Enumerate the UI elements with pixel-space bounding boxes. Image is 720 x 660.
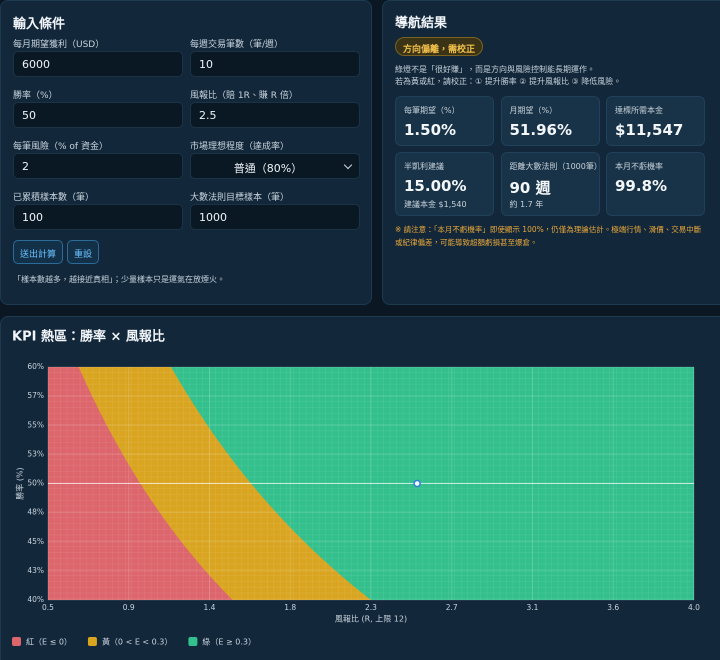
kpi-label: 半凱利建議: [404, 162, 444, 171]
panel-title: 導航結果: [395, 16, 448, 31]
warning: ※ 請注意：「本月不虧機率」即使顯示 100%，仍僅為理論估計。極端行情、滑價、…: [395, 225, 702, 234]
kpi-card: 本月不虧機率 99.8%: [606, 152, 705, 216]
y-tick-label: 55%: [27, 420, 44, 429]
text-input[interactable]: 50: [13, 102, 183, 128]
legend-label: 紅（E ≤ 0）: [26, 637, 72, 647]
x-tick-label: 2.3: [365, 603, 377, 612]
kpi-label: 本月不虧機率: [615, 162, 663, 171]
guide-text: 若為黃或紅，請校正：① 提升勝率 ② 提升風報比 ③ 降低風險。: [395, 77, 622, 86]
text-input[interactable]: 100: [13, 204, 183, 230]
y-tick-label: 57%: [27, 391, 44, 400]
field-label: 勝率（%）: [13, 91, 58, 101]
input-value: 50: [22, 109, 36, 122]
y-tick-label: 50%: [27, 479, 44, 488]
kpi-label: 月期望（%）: [509, 106, 558, 115]
kpi-value: 51.96%: [509, 121, 572, 139]
legend-swatch: [87, 637, 97, 646]
kpi-card: 每筆期望（%） 1.50%: [395, 96, 494, 146]
input-value: 100: [22, 211, 43, 224]
text-input[interactable]: 6000: [13, 51, 183, 77]
text-input[interactable]: 1000: [190, 204, 360, 230]
kpi-label: 距離大數法則（1000筆）: [509, 162, 602, 171]
warning: 或紀律偏差，可能導致超額虧損甚至爆倉。: [395, 238, 538, 247]
kpi-card: 達標所需本金 $11,547: [606, 96, 705, 146]
x-tick-label: 4.0: [688, 603, 700, 612]
kpi-card: 半凱利建議 15.00% 建議本金 $1,540: [395, 152, 494, 216]
x-tick-label: 3.6: [607, 603, 619, 612]
field-label: 風報比（賠 1R、賺 R 倍）: [190, 91, 298, 101]
kpi-sub: 建議本金 $1,540: [404, 200, 467, 209]
submit-button[interactable]: 送出計算: [13, 240, 64, 264]
kpi-value: 99.8%: [615, 177, 668, 195]
input-value: 1000: [199, 211, 227, 224]
field-label: 市場理想程度（達成率）: [190, 142, 290, 152]
kpi-sub: 約 1.7 年: [509, 200, 544, 209]
legend-swatch: [12, 637, 21, 646]
kpi-card: 月期望（%） 51.96%: [500, 96, 600, 146]
x-tick-label: 0.9: [123, 603, 135, 612]
legend-label: 綠（E ≥ 0.3）: [202, 637, 256, 647]
current-marker: [413, 479, 421, 488]
input-value: 6000: [22, 58, 50, 71]
input-panel: 輸入條件 送出計算 重設 「樣本數越多，越接近真相」；少量樣本只是運氣在放煙火。…: [0, 0, 372, 305]
y-axis-label: 勝率 (%): [15, 467, 25, 499]
x-tick-label: 1.4: [204, 603, 216, 612]
x-tick-label: 1.8: [284, 603, 296, 612]
x-tick-label: 0.5: [42, 603, 54, 612]
y-tick-label: 48%: [27, 508, 44, 517]
legend-swatch: [188, 637, 198, 646]
field-label: 已累積樣本數（筆）: [13, 193, 95, 203]
guide-text: 綠燈不是「很好賺」，而是方向與風險控制能長期運作。: [395, 65, 595, 74]
kpi-label: 達標所需本金: [615, 106, 663, 115]
y-tick-label: 53%: [27, 449, 44, 458]
chart-title: KPI 熱區：勝率 × 風報比: [12, 329, 165, 345]
input-value: 2: [22, 160, 29, 173]
field-label: 每月期望獲利（USD）: [13, 40, 105, 50]
text-input[interactable]: 2.5: [190, 102, 360, 128]
status-badge: 方向偏離，需校正: [395, 37, 484, 56]
select-input[interactable]: 普通（80%）: [190, 153, 360, 179]
kpi-value: $11,547: [615, 121, 684, 139]
kpi-value: 90 週: [509, 179, 551, 197]
panel-title: 輸入條件: [13, 17, 66, 32]
field-label: 大數法則目標樣本（筆）: [190, 193, 290, 203]
y-tick-label: 43%: [27, 566, 44, 575]
legend-label: 黃（0 < E < 0.3）: [102, 637, 172, 647]
input-value: 2.5: [199, 109, 217, 122]
text-input[interactable]: 10: [190, 51, 360, 77]
input-value: 10: [199, 58, 213, 71]
note: 「樣本數越多，越接近真相」；少量樣本只是運氣在放煙火。: [13, 275, 225, 284]
kpi-label: 每筆期望（%）: [404, 106, 460, 115]
kpi-card: 距離大數法則（1000筆） 90 週約 1.7 年: [500, 152, 602, 216]
y-tick-label: 40%: [27, 595, 44, 604]
heatmap-chart: KPI 熱區：勝率 × 風報比 40% 43% 45% 48% 50% 53% 55% 57%…: [12, 329, 700, 647]
x-tick-label: 2.7: [446, 603, 458, 612]
reset-button[interactable]: 重設: [67, 240, 100, 264]
kpi-value: 15.00%: [404, 177, 467, 195]
y-tick-label: 45%: [27, 537, 44, 546]
field-label: 每週交易筆數（筆/週）: [190, 40, 284, 50]
field-label: 每筆風險（% of 資金）: [13, 142, 108, 152]
kpi-value: 1.50%: [404, 121, 457, 139]
x-tick-label: 3.1: [527, 603, 539, 612]
input-value: 普通（80%）: [233, 162, 303, 175]
x-axis-label: 風報比 (R, 上限 12): [335, 614, 407, 624]
y-tick-label: 60%: [27, 362, 44, 371]
text-input[interactable]: 2: [13, 153, 183, 179]
